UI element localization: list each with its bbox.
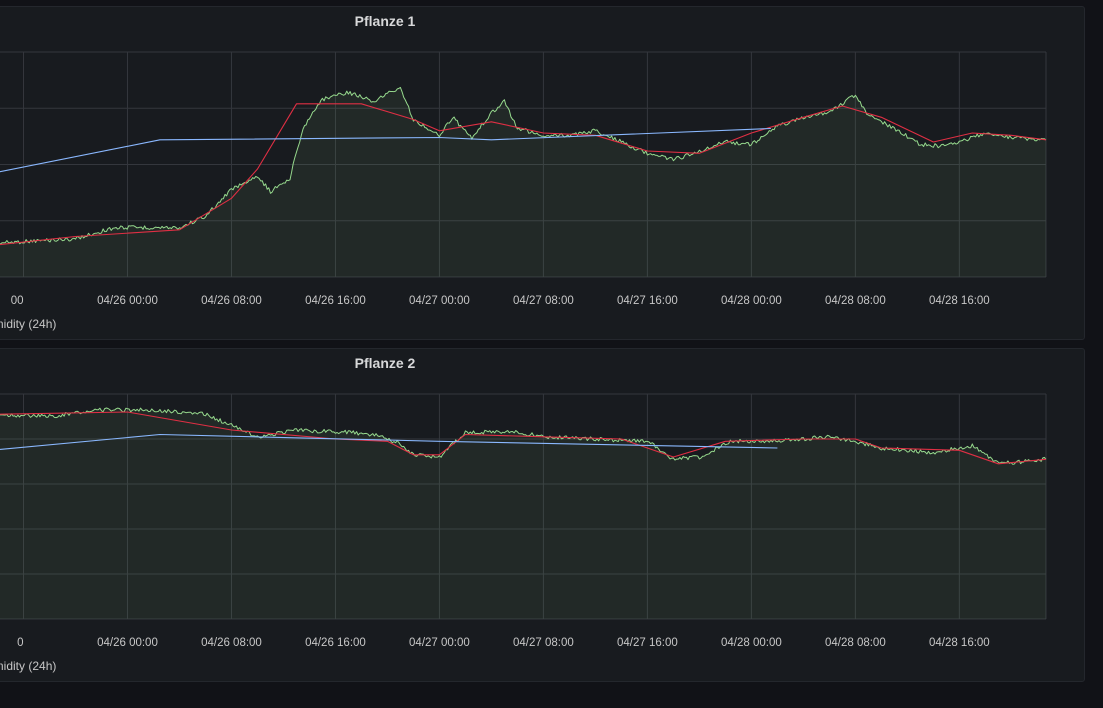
x-tick-label: 04/28 16:00	[929, 295, 990, 307]
x-tick-label: 04/28 16:00	[929, 637, 990, 649]
series-line-1	[0, 86, 1047, 245]
x-tick-label: 00	[11, 295, 24, 307]
series-line-3	[0, 127, 771, 173]
x-tick-label: 04/28 00:00	[721, 637, 782, 649]
panel-title[interactable]: Pflanze 1	[354, 13, 416, 29]
x-tick-label: 04/28 08:00	[825, 637, 886, 649]
x-tick-label: 04/26 00:00	[97, 637, 158, 649]
chart-pflanze-2: 0 04/26 00:00 04/26 08:00 04/26 16:00 04/27 …	[0, 393, 1047, 649]
panel-pflanze-1: Pflanze 1 00 04/26 00:00 04/26 08:00 04/26 …	[0, 6, 1085, 340]
x-tick-label: 04/26 08:00	[201, 295, 262, 307]
grid	[0, 393, 1047, 620]
legend-entry[interactable]: umidity (24h)	[0, 317, 57, 331]
series-line-3	[0, 433, 778, 451]
x-tick-label: 0	[17, 637, 23, 649]
series-line-2	[0, 411, 1047, 465]
series-line-2	[0, 103, 1047, 246]
x-tick-label: 04/26 16:00	[305, 637, 366, 649]
panel-pflanze-2: Pflanze 2 0 04/26 00:00 04/26 08:00 04/26 1…	[0, 348, 1085, 682]
legend-entry[interactable]: umidity (24h)	[0, 659, 57, 673]
x-tick-label: 04/27 08:00	[513, 637, 574, 649]
x-tick-label: 04/27 08:00	[513, 295, 574, 307]
series-area-fill	[0, 408, 1046, 619]
x-tick-label: 04/27 00:00	[409, 295, 470, 307]
panel-title[interactable]: Pflanze 2	[354, 355, 416, 371]
series-area-fill	[0, 87, 1046, 277]
x-tick-label: 04/26 08:00	[201, 637, 262, 649]
x-tick-label: 04/27 16:00	[617, 295, 678, 307]
chart-pflanze-1: 00 04/26 00:00 04/26 08:00 04/26 16:00 04/27…	[0, 51, 1047, 307]
x-tick-label: 04/28 00:00	[721, 295, 782, 307]
x-tick-label: 04/26 00:00	[97, 295, 158, 307]
x-tick-label: 04/26 16:00	[305, 295, 366, 307]
x-tick-label: 04/27 16:00	[617, 637, 678, 649]
grid	[0, 51, 1047, 278]
x-tick-label: 04/28 08:00	[825, 295, 886, 307]
x-tick-label: 04/27 00:00	[409, 637, 470, 649]
